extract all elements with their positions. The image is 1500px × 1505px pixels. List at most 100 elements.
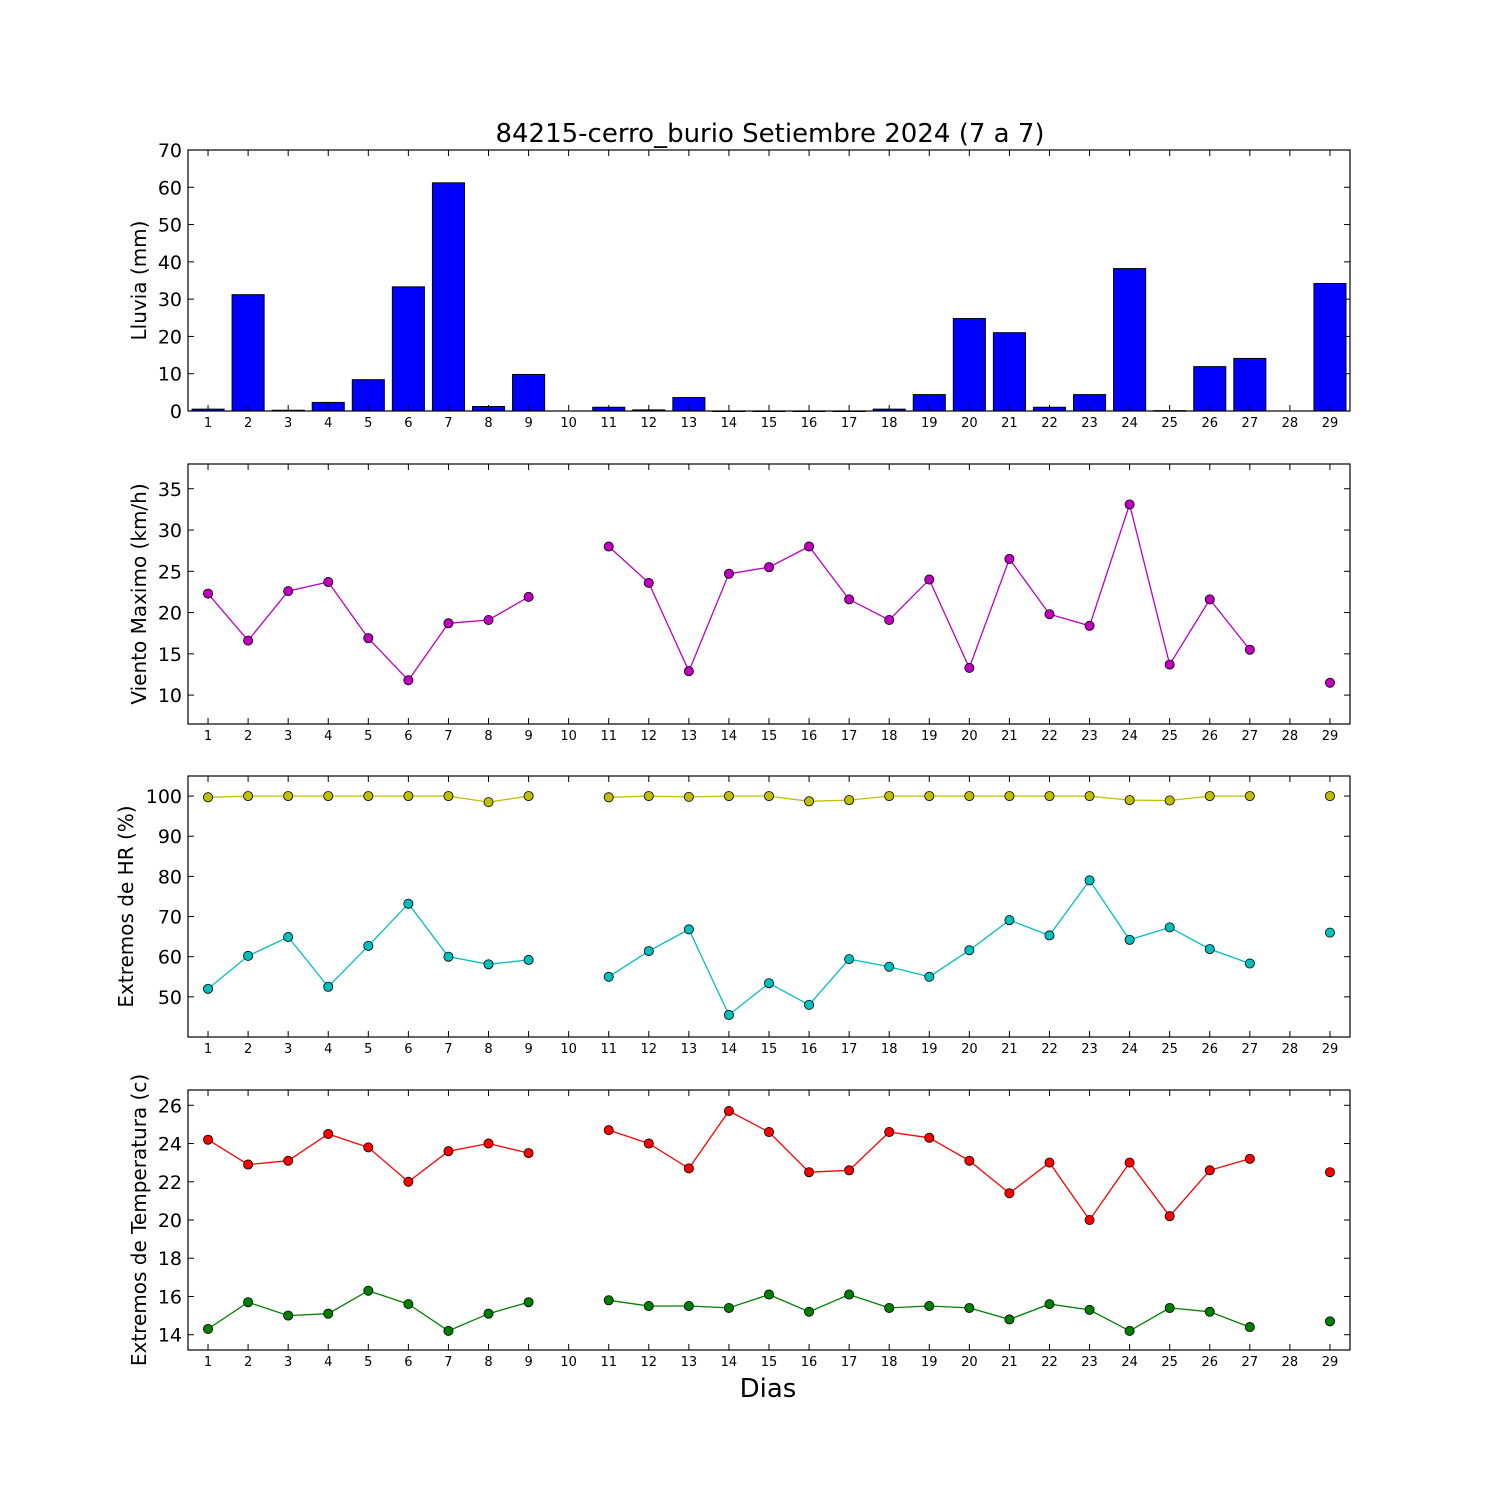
x-tick-label: 22 xyxy=(1041,1355,1058,1370)
x-tick-label: 18 xyxy=(881,729,898,744)
series-1-point-day-26 xyxy=(1204,791,1215,802)
series-2-point-day-19 xyxy=(924,1301,935,1312)
series-1-point-day-1 xyxy=(203,792,214,803)
series-2-point-day-11 xyxy=(603,1295,614,1306)
series-2-point-day-22 xyxy=(1044,1299,1055,1310)
x-tick-label: 6 xyxy=(404,1355,412,1370)
series-2-point-day-17 xyxy=(844,1289,855,1300)
series-2-point-day-3 xyxy=(283,932,294,943)
series-1-point-day-13 xyxy=(683,1163,694,1174)
series-2-point-day-1 xyxy=(203,983,214,994)
series-1-point-day-24 xyxy=(1124,499,1135,510)
x-tick-label: 26 xyxy=(1201,1042,1218,1057)
series-2-point-day-5 xyxy=(363,940,374,951)
x-tick-label: 10 xyxy=(560,416,577,431)
x-tick-label: 4 xyxy=(324,1042,332,1057)
x-tick-label: 15 xyxy=(761,729,778,744)
series-1-point-day-27 xyxy=(1244,644,1255,655)
series-1-point-day-25 xyxy=(1164,659,1175,670)
series-1-point-day-1 xyxy=(203,588,214,599)
bar-day-2 xyxy=(231,294,265,412)
series-1-point-day-29 xyxy=(1324,791,1335,802)
x-tick-label: 15 xyxy=(761,1355,778,1370)
series-2-point-day-16 xyxy=(804,1306,815,1317)
series-1-point-day-13 xyxy=(683,666,694,677)
series-2-point-day-8 xyxy=(483,1308,494,1319)
x-tick-label: 29 xyxy=(1322,416,1339,431)
series-1-point-day-2 xyxy=(243,791,254,802)
y-tick-label: 20 xyxy=(158,603,182,625)
x-tick-label: 22 xyxy=(1041,1042,1058,1057)
x-tick-label: 2 xyxy=(244,1355,252,1370)
series-1-point-day-16 xyxy=(804,796,815,807)
series-1-point-day-12 xyxy=(643,1138,654,1149)
bar-day-6 xyxy=(391,286,425,412)
y-axis-label: Viento Maximo (km/h) xyxy=(127,483,151,704)
x-tick-label: 19 xyxy=(921,729,938,744)
x-tick-label: 23 xyxy=(1081,1042,1098,1057)
x-tick-label: 13 xyxy=(681,416,698,431)
x-tick-label: 29 xyxy=(1322,729,1339,744)
x-tick-label: 13 xyxy=(681,729,698,744)
bar-day-9 xyxy=(512,373,546,412)
x-tick-label: 26 xyxy=(1201,1355,1218,1370)
x-tick-label: 21 xyxy=(1001,1355,1018,1370)
series-1-point-day-3 xyxy=(283,1155,294,1166)
y-tick-label: 40 xyxy=(158,252,182,274)
y-tick-label: 10 xyxy=(158,364,182,386)
y-tick-label: 60 xyxy=(158,947,182,969)
y-tick-label: 50 xyxy=(158,987,182,1009)
series-2-point-day-16 xyxy=(804,999,815,1010)
series-1-point-day-2 xyxy=(243,1159,254,1170)
series-1-point-day-18 xyxy=(884,1127,895,1138)
x-tick-label: 4 xyxy=(324,1355,332,1370)
x-tick-label: 24 xyxy=(1121,416,1138,431)
x-tick-label: 17 xyxy=(841,729,858,744)
x-tick-label: 11 xyxy=(600,1355,617,1370)
x-tick-label: 13 xyxy=(681,1042,698,1057)
x-tick-label: 2 xyxy=(244,729,252,744)
x-tick-label: 25 xyxy=(1161,1042,1178,1057)
series-2-point-day-22 xyxy=(1044,930,1055,941)
series-1-point-day-17 xyxy=(844,795,855,806)
series-1-point-day-3 xyxy=(283,791,294,802)
series-2-point-day-21 xyxy=(1004,915,1015,926)
x-tick-label: 2 xyxy=(244,1042,252,1057)
x-tick-label: 1 xyxy=(204,729,212,744)
series-1-point-day-6 xyxy=(403,1176,414,1187)
series-2-point-day-18 xyxy=(884,961,895,972)
series-2-point-day-25 xyxy=(1164,922,1175,933)
x-tick-label: 25 xyxy=(1161,729,1178,744)
series-2-point-day-20 xyxy=(964,945,975,956)
y-tick-label: 24 xyxy=(158,1134,182,1156)
series-1-point-day-8 xyxy=(483,1138,494,1149)
series-1-point-day-27 xyxy=(1244,1153,1255,1164)
x-tick-label: 22 xyxy=(1041,729,1058,744)
x-tick-label: 9 xyxy=(524,1355,532,1370)
x-tick-label: 7 xyxy=(444,1355,452,1370)
series-1-point-day-22 xyxy=(1044,609,1055,620)
series-2-point-day-25 xyxy=(1164,1302,1175,1313)
series-2-point-day-24 xyxy=(1124,934,1135,945)
x-tick-label: 12 xyxy=(641,1042,658,1057)
series-1-point-day-14 xyxy=(723,568,734,579)
series-1-point-day-4 xyxy=(323,577,334,588)
x-tick-label: 17 xyxy=(841,416,858,431)
series-1-point-day-12 xyxy=(643,791,654,802)
x-tick-label: 23 xyxy=(1081,416,1098,431)
x-tick-label: 3 xyxy=(284,1355,292,1370)
series-1-point-day-6 xyxy=(403,791,414,802)
series-1-point-day-9 xyxy=(523,1148,534,1159)
series-1-line-segment-1 xyxy=(207,581,529,682)
y-axis-label: Extremos de Temperatura (c) xyxy=(127,1074,151,1366)
series-1-line-segment-1 xyxy=(207,1133,529,1183)
x-tick-label: 20 xyxy=(961,729,978,744)
series-1-point-day-22 xyxy=(1044,791,1055,802)
x-tick-label: 28 xyxy=(1282,1042,1299,1057)
series-2-point-day-2 xyxy=(243,1297,254,1308)
series-1-point-day-13 xyxy=(683,791,694,802)
series-2-point-day-20 xyxy=(964,1302,975,1313)
x-tick-label: 26 xyxy=(1201,416,1218,431)
series-2-point-day-12 xyxy=(643,946,654,957)
